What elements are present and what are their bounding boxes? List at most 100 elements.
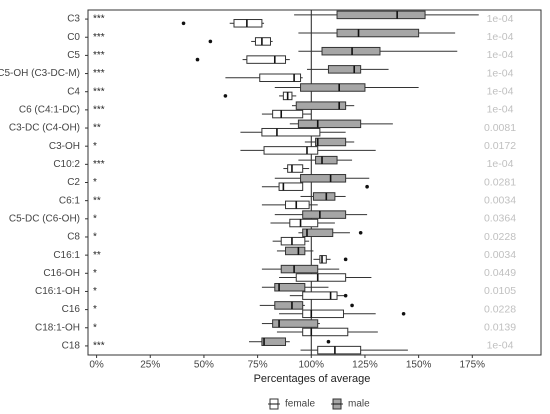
box <box>280 236 306 246</box>
box <box>289 218 319 228</box>
p-value: 0.0139 <box>484 322 516 334</box>
box <box>327 65 362 74</box>
significance: ** <box>93 195 101 206</box>
p-value: 0.0172 <box>484 140 516 152</box>
box <box>261 337 287 346</box>
legend-label: female <box>285 399 315 410</box>
p-value: 0.0281 <box>484 176 516 188</box>
outlier <box>401 312 406 316</box>
p-value: 0.0034 <box>484 194 516 206</box>
category-label: C3-DC (C4-OH) <box>9 123 80 134</box>
box <box>297 119 362 129</box>
x-tick-label: 25% <box>140 360 160 371</box>
p-value: 0.0364 <box>484 213 516 225</box>
outlier <box>343 293 348 298</box>
x-axis-label: Percentages of average <box>254 373 371 385</box>
box <box>302 309 344 319</box>
p-value: 1e-04 <box>487 31 514 43</box>
box <box>274 301 304 310</box>
box <box>272 319 319 328</box>
category-label: C3-OH <box>49 141 80 152</box>
p-value: 1e-04 <box>487 158 514 170</box>
box <box>302 228 334 238</box>
significance: * <box>93 286 97 297</box>
category-label: C8 <box>67 232 80 243</box>
box <box>287 164 304 173</box>
box <box>312 192 336 201</box>
p-value: 0.0449 <box>484 267 516 279</box>
p-value: 1e-04 <box>487 340 514 352</box>
box <box>336 28 420 38</box>
box <box>302 327 349 337</box>
box <box>302 291 338 300</box>
p-value: 1e-04 <box>487 85 514 97</box>
significance: *** <box>93 341 105 352</box>
category-label: C18 <box>62 341 81 352</box>
category-label: C5-OH (C3-DC-M) <box>0 68 80 79</box>
x-tick-label: 75% <box>248 360 268 371</box>
box <box>285 246 306 256</box>
outlier <box>326 339 331 344</box>
p-value: 0.0228 <box>484 303 516 315</box>
box <box>300 174 347 183</box>
box <box>246 55 287 64</box>
x-tick-label: 150% <box>406 360 432 371</box>
significance: *** <box>93 68 105 79</box>
category-label: C16:1 <box>53 250 80 261</box>
outlier <box>195 57 200 62</box>
category-label: C5 <box>67 50 80 61</box>
box <box>321 46 381 56</box>
box <box>259 73 302 83</box>
p-value: 0.0105 <box>484 285 516 297</box>
p-value: 1e-04 <box>487 49 514 61</box>
category-label: C2 <box>67 177 80 188</box>
significance: * <box>93 141 97 152</box>
significance: * <box>93 213 97 224</box>
category-label: C6:1 <box>59 195 81 206</box>
box <box>317 345 362 355</box>
outlier <box>365 184 369 189</box>
category-label: C16 <box>62 304 81 315</box>
p-value: 1e-04 <box>487 104 514 116</box>
outlier <box>350 303 354 308</box>
box <box>315 155 338 165</box>
significance: * <box>93 232 97 243</box>
box <box>263 146 319 155</box>
p-value: 0.0034 <box>484 249 516 261</box>
box <box>261 127 321 137</box>
significance: *** <box>93 159 105 170</box>
significance: ** <box>93 123 101 134</box>
box <box>315 137 347 147</box>
significance: * <box>93 177 97 188</box>
p-value: 0.0228 <box>484 231 516 243</box>
significance: * <box>93 304 97 315</box>
significance: *** <box>93 105 105 116</box>
box <box>285 200 310 210</box>
p-value: 0.0081 <box>484 122 516 134</box>
significance: * <box>93 268 97 279</box>
category-label: C3 <box>67 14 80 25</box>
box <box>336 10 426 20</box>
legend-label: male <box>348 399 370 410</box>
x-tick-label: 125% <box>352 360 378 371</box>
category-label: C5-DC (C6-OH) <box>9 213 80 224</box>
outlier <box>223 94 228 98</box>
box <box>302 210 347 219</box>
x-tick-label: 100% <box>298 360 324 371</box>
significance: *** <box>93 86 105 97</box>
outlier <box>181 21 186 26</box>
category-label: C10:2 <box>53 159 80 170</box>
box <box>278 182 304 191</box>
category-label: C0 <box>67 32 80 43</box>
significance: *** <box>93 14 105 25</box>
box <box>280 264 319 274</box>
category-label: C6 (C4:1-DC) <box>19 105 80 116</box>
box <box>274 282 306 292</box>
significance: * <box>93 322 97 333</box>
significance: ** <box>93 250 101 261</box>
p-value: 1e-04 <box>487 13 514 25</box>
box <box>295 273 347 282</box>
category-label: C16-OH <box>43 268 80 279</box>
